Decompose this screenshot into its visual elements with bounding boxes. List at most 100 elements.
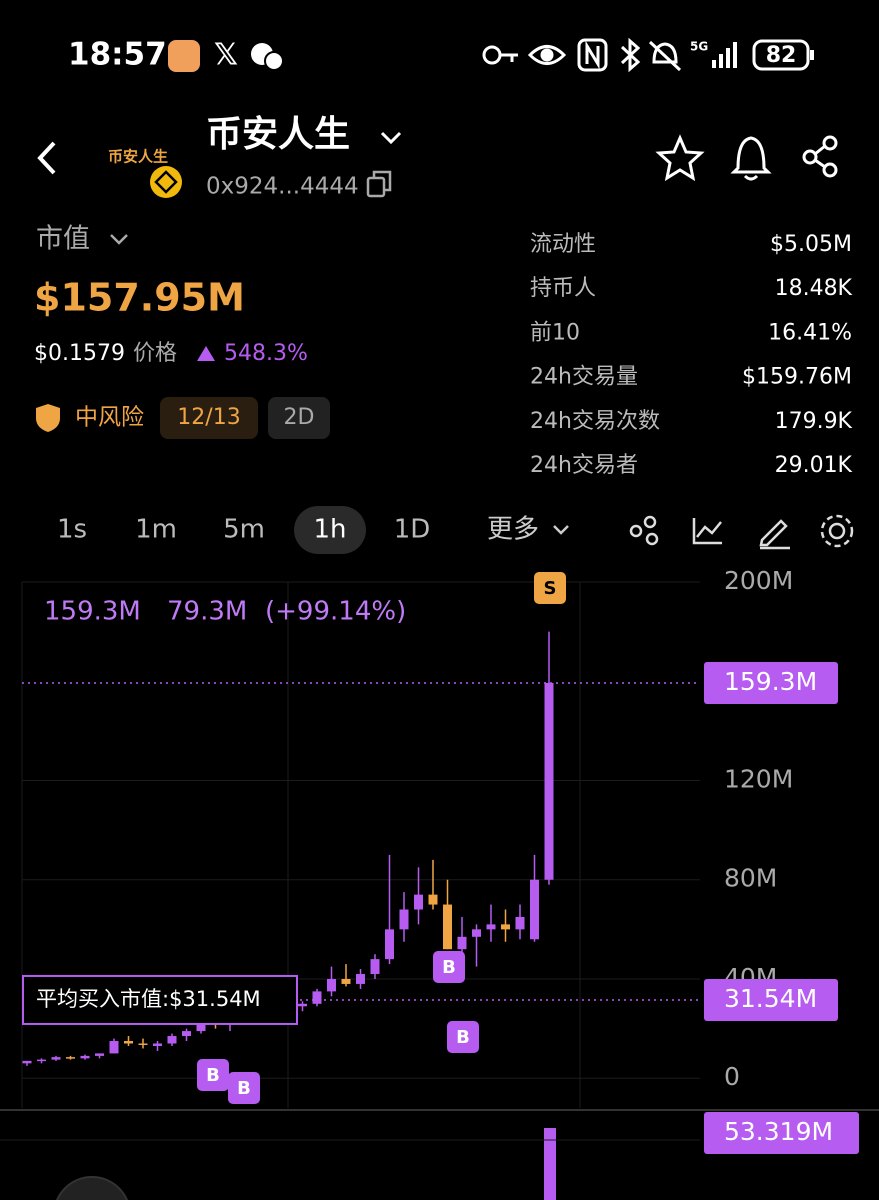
- timeframe-tab[interactable]: 1m: [135, 515, 177, 545]
- trade-marker[interactable]: [433, 951, 465, 983]
- candle-body: [457, 936, 467, 950]
- candle-body: [356, 974, 365, 984]
- risk-icon: [36, 404, 60, 432]
- signal-icon: [712, 42, 737, 68]
- candle-body: [80, 1055, 90, 1059]
- trade-marker[interactable]: [534, 572, 566, 604]
- candle-body: [167, 1036, 177, 1044]
- price-label: 价格: [133, 341, 177, 366]
- stat-label: 24h交易者: [530, 453, 638, 478]
- timeframe-tab[interactable]: 1h: [313, 515, 346, 545]
- market-cap-label: 市值: [36, 224, 90, 255]
- candle-body: [370, 959, 380, 975]
- candle-body: [153, 1043, 162, 1046]
- candle-body: [501, 924, 510, 930]
- candle-body: [66, 1057, 75, 1059]
- more-dropdown[interactable]: [553, 525, 569, 535]
- battery-level: 82: [766, 43, 797, 68]
- battery-icon: [752, 39, 810, 71]
- candle-body: [124, 1041, 133, 1044]
- age-badge: [268, 397, 330, 439]
- candle-body: [312, 991, 322, 1004]
- candle-body: [341, 978, 351, 984]
- chart-info-value: 159.3M: [44, 597, 141, 627]
- status-icons: [482, 37, 682, 73]
- trade-marker-label: B: [442, 957, 456, 978]
- chart-info-percent: (+99.14%): [265, 597, 406, 627]
- stat-value: 179.9K: [775, 409, 853, 434]
- avg-buy-box: [22, 974, 298, 1025]
- candle-body: [51, 1057, 61, 1060]
- candle-body: [428, 894, 438, 905]
- timeframe-tabs: 1s 1m 5m 1h 1D: [57, 506, 430, 554]
- candle-body: [399, 909, 409, 930]
- candle-body: [414, 894, 423, 910]
- avg-buy-tag: [704, 978, 838, 1021]
- network-label: 5G: [690, 40, 708, 54]
- active-tab: [294, 506, 366, 554]
- stat-label: 24h交易次数: [530, 409, 660, 434]
- app-icon: [168, 40, 200, 72]
- trade-marker-label: S: [544, 578, 557, 599]
- trade-marker-label: B: [206, 1065, 220, 1086]
- wechat-icon: [264, 51, 284, 71]
- candle-body: [327, 978, 336, 992]
- token-logo-text: 币安人生: [108, 148, 168, 166]
- current-price-tag: [704, 661, 838, 704]
- back-button[interactable]: [37, 141, 56, 175]
- stat-value: $159.76M: [742, 365, 852, 390]
- market-cap-value: $157.95M: [34, 276, 245, 320]
- timeframe-tab[interactable]: 1s: [57, 515, 87, 545]
- stat-label: 流动性: [530, 232, 596, 257]
- candle-body: [109, 1041, 119, 1054]
- candle-body: [486, 924, 496, 930]
- candle-body: [138, 1043, 148, 1045]
- chart-tools[interactable]: [629, 514, 854, 550]
- volume-label: 53.319M: [724, 1117, 833, 1146]
- share-button[interactable]: [802, 135, 838, 178]
- more-timeframes[interactable]: 更多: [487, 515, 539, 545]
- stat-label: 24h交易量: [530, 365, 638, 390]
- candle-body: [22, 1060, 32, 1064]
- trade-marker[interactable]: [197, 1059, 229, 1091]
- avg-buy-label: 31.54M: [724, 984, 817, 1013]
- stat-value: $5.05M: [770, 232, 852, 257]
- risk-score-badge[interactable]: [160, 397, 258, 439]
- volume-tag: [704, 1112, 859, 1154]
- y-tick-label: 0: [724, 1062, 740, 1091]
- floating-button[interactable]: [54, 1176, 130, 1200]
- candle-body: [37, 1059, 46, 1062]
- chart-info-change: 79.3M: [167, 597, 247, 627]
- market-cap-dropdown[interactable]: [110, 234, 128, 245]
- trade-marker[interactable]: [447, 1021, 479, 1053]
- risk-level: 中风险: [75, 405, 144, 431]
- candle-body: [515, 916, 525, 930]
- candle-body: [544, 682, 554, 880]
- battery-tip: [810, 50, 814, 60]
- stats-list: 流动性 $5.05M 持币人 18.48K 前10 16.41% 24h交易量 $159.76…: [530, 232, 853, 478]
- alert-button[interactable]: [730, 136, 772, 181]
- copy-button[interactable]: [366, 170, 392, 198]
- stat-value: 29.01K: [775, 453, 853, 478]
- chain-badge-mark: [154, 170, 178, 194]
- favorite-button[interactable]: [655, 134, 705, 182]
- timeframe-tab[interactable]: 1D: [394, 515, 431, 545]
- trade-marker-label: B: [237, 1078, 251, 1099]
- trade-marker[interactable]: [228, 1072, 260, 1104]
- trade-marker-label: B: [456, 1027, 470, 1048]
- stat-label: 前10: [530, 320, 580, 345]
- y-tick-label: 200M: [724, 566, 793, 595]
- stat-label: 持币人: [530, 276, 596, 301]
- token-dropdown[interactable]: [380, 131, 402, 145]
- status-time: 18:57: [68, 37, 167, 73]
- price-value: $0.1579: [34, 341, 125, 366]
- timeframe-tab[interactable]: 5m: [223, 515, 265, 545]
- token-address: 0x924...4444: [206, 174, 359, 200]
- candle-body: [385, 929, 394, 960]
- candle-body: [443, 904, 452, 950]
- y-tick-label: 120M: [724, 764, 793, 793]
- risk-score: 12/13: [177, 405, 240, 430]
- token-age: 2D: [284, 405, 315, 430]
